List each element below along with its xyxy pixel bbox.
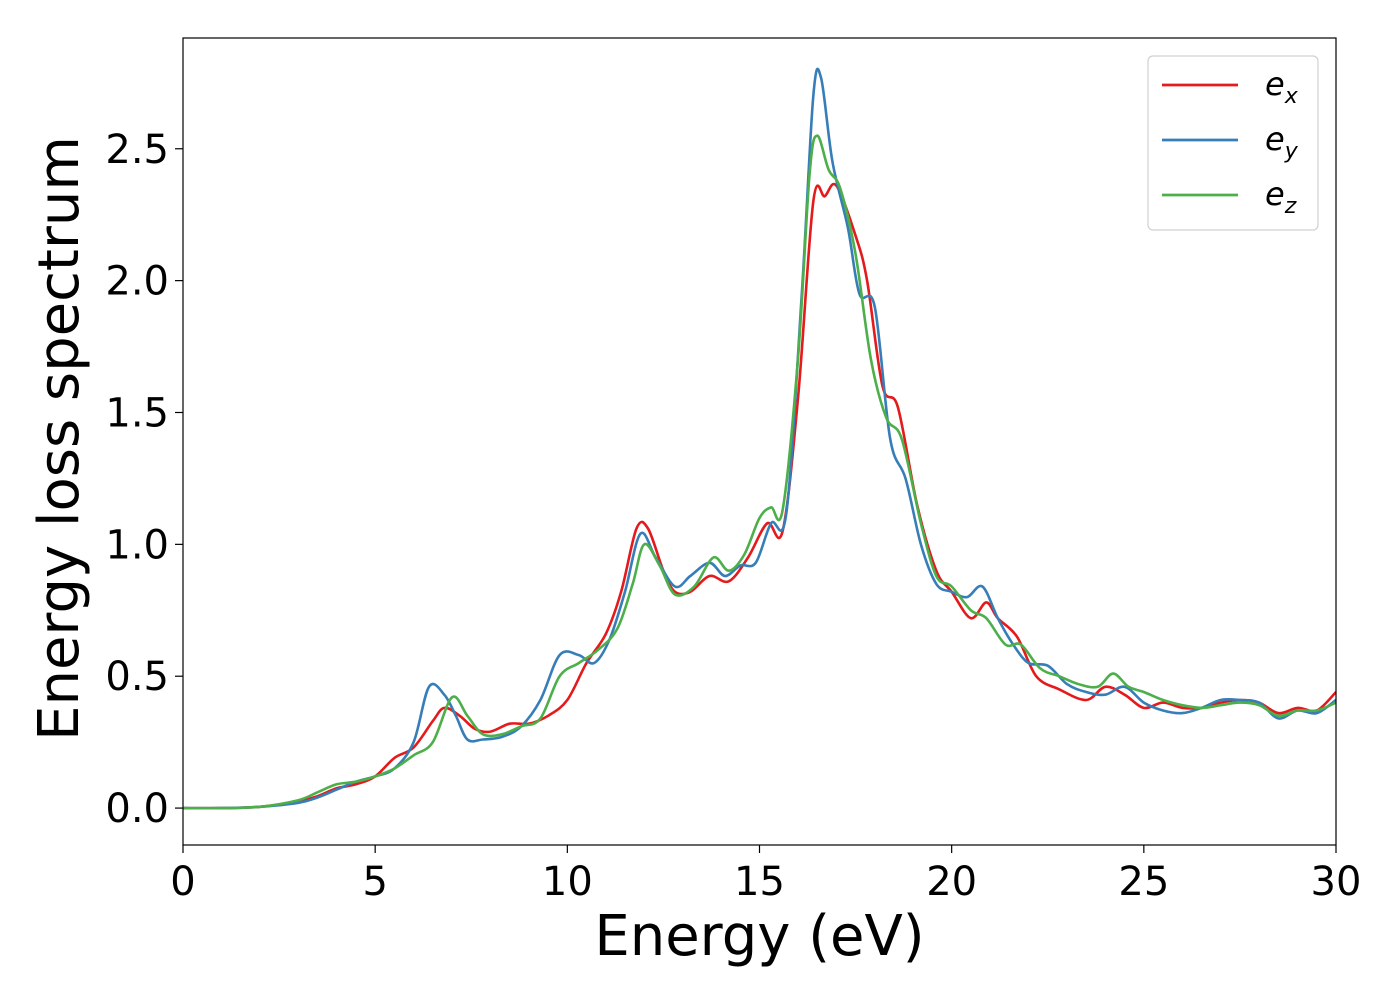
legend-label-e-x: ex: [1265, 65, 1299, 109]
y-tick-label: 0.5: [105, 654, 169, 700]
y-axis-ticks: 0.0 0.5 1.0 1.5 2.0 2.5: [105, 127, 183, 832]
x-tick-label: 15: [734, 859, 785, 905]
y-tick-label: 1.5: [105, 390, 169, 436]
y-axis-label: Energy loss spectrum: [27, 136, 92, 741]
x-axis-ticks: 0 5 10 15 20 25 30: [170, 845, 1361, 905]
x-tick-label: 30: [1311, 859, 1362, 905]
y-tick-label: 2.0: [105, 259, 169, 305]
series-line-e-z: [183, 134, 1336, 810]
series-line-e-x: [183, 182, 1336, 810]
x-tick-label: 10: [542, 859, 593, 905]
x-tick-label: 0: [170, 859, 195, 905]
y-tick-label: 2.5: [105, 127, 169, 173]
x-tick-label: 5: [362, 859, 387, 905]
x-tick-label: 20: [926, 859, 977, 905]
y-tick-label: 0.0: [105, 786, 169, 832]
legend-label-e-y: ey: [1265, 120, 1299, 164]
x-axis-label: Energy (eV): [594, 904, 924, 969]
x-tick-label: 25: [1118, 859, 1169, 905]
legend: ex ey ez: [1147, 55, 1319, 231]
legend-label-e-z: ez: [1265, 175, 1297, 219]
legend-box: [1147, 55, 1319, 231]
y-tick-label: 1.0: [105, 522, 169, 568]
series-layer: [183, 67, 1336, 810]
